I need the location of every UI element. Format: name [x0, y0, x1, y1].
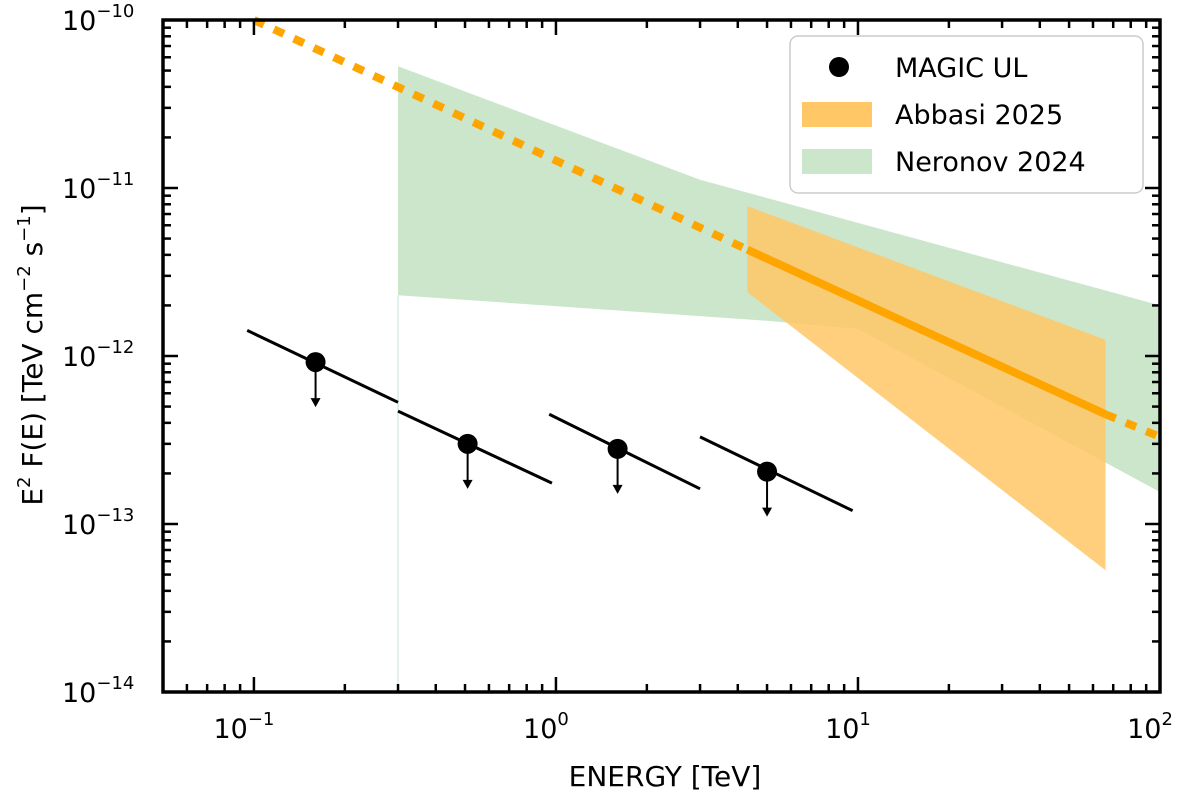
magic-ul-point-1 — [457, 433, 478, 454]
band-layer — [397, 66, 1160, 692]
y-tick-label-0: 10−14 — [62, 673, 134, 709]
x-tick-label-3: 102 — [1127, 709, 1173, 745]
y-tick-label-1: 10−13 — [62, 505, 134, 541]
upper-limits-layer — [246, 329, 854, 517]
y-tick-label-base: 10 — [62, 678, 96, 709]
x-tick-label-0: 10−1 — [213, 709, 274, 745]
y-tick-label-base: 10 — [62, 6, 96, 37]
abbasi-fit-extrapolation-1 — [1103, 410, 1162, 441]
x-tick-label-1: 100 — [523, 709, 569, 745]
abbasi-fit-extrapolation-0 — [252, 16, 749, 254]
magic-ul-point-2 — [607, 438, 628, 459]
legend-label-neronov: Neronov 2024 — [895, 147, 1086, 178]
ticks-layer — [161, 18, 1162, 694]
x-tick-label-base: 10 — [213, 714, 247, 745]
y-tick-label-base: 10 — [62, 510, 96, 541]
x-tick-label-exponent: 0 — [557, 709, 568, 730]
fit-line-layer — [252, 16, 1162, 441]
x-tick-label-base: 10 — [825, 714, 859, 745]
legend-marker-magic — [829, 57, 849, 77]
x-axis-label: ENERGY [TeV] — [569, 760, 762, 793]
y-tick-label-exponent: −12 — [96, 337, 134, 358]
abbasi-2025-band — [747, 206, 1106, 571]
y-tick-label-exponent: −14 — [96, 673, 134, 694]
legend-frame — [789, 35, 1144, 194]
x-tick-label-base: 10 — [523, 714, 557, 745]
abbasi-fit-line — [745, 245, 1108, 418]
x-tick-label-exponent: −1 — [248, 709, 275, 730]
magic-ul-arrowhead-0 — [310, 398, 321, 408]
magic-ul-point-0 — [305, 352, 326, 373]
magic-ul-arrowhead-1 — [462, 479, 473, 489]
legend: MAGIC UL Abbasi 2025 Neronov 2024 — [789, 35, 1144, 194]
y-axis-label: E2 F(E) [TeV cm−2 s−1] — [14, 204, 49, 505]
y-tick-label-2: 10−12 — [62, 337, 134, 373]
y-tick-label-4: 10−10 — [62, 1, 134, 37]
magic-ul-arrowhead-3 — [762, 507, 773, 517]
magic-ul-point-3 — [757, 461, 778, 482]
y-tick-label-exponent: −11 — [96, 169, 134, 190]
x-tick-label-exponent: 2 — [1161, 709, 1172, 730]
legend-label-magic: MAGIC UL — [895, 53, 1027, 84]
x-tick-label-2: 101 — [825, 709, 871, 745]
y-tick-label-3: 10−11 — [62, 169, 134, 205]
y-tick-label-exponent: −13 — [96, 505, 134, 526]
legend-label-abbasi: Abbasi 2025 — [895, 100, 1063, 131]
legend-patch-abbasi — [802, 102, 872, 127]
x-tick-label-exponent: 1 — [859, 709, 870, 730]
legend-patch-neronov — [802, 149, 872, 174]
y-tick-label-exponent: −10 — [96, 1, 134, 22]
y-tick-label-base: 10 — [62, 174, 96, 205]
x-tick-label-base: 10 — [1127, 714, 1161, 745]
magic-ul-arrowhead-2 — [612, 484, 623, 494]
y-tick-label-base: 10 — [62, 342, 96, 373]
